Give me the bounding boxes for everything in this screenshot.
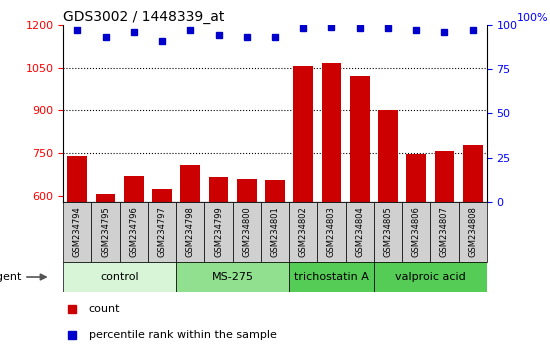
Bar [378,110,398,354]
Bar [63,262,176,292]
Text: GSM234808: GSM234808 [468,207,477,257]
Bar [289,202,317,262]
Bar [180,165,200,354]
Text: GSM234801: GSM234801 [271,207,279,257]
Bar [317,202,345,262]
Text: GSM234803: GSM234803 [327,207,336,257]
Bar [463,145,482,354]
Bar [345,202,374,262]
Bar [374,202,402,262]
Text: GSM234805: GSM234805 [383,207,393,257]
Text: GSM234800: GSM234800 [242,207,251,257]
Text: GSM234798: GSM234798 [186,207,195,257]
Bar [205,202,233,262]
Bar [120,202,148,262]
Text: GSM234802: GSM234802 [299,207,308,257]
Bar [459,202,487,262]
Text: GSM234795: GSM234795 [101,207,110,257]
Text: GSM234807: GSM234807 [440,207,449,257]
Bar [402,202,430,262]
Bar [91,202,120,262]
Bar [176,262,289,292]
Bar [237,179,257,354]
Bar [374,262,487,292]
Text: control: control [101,272,139,282]
Text: MS-275: MS-275 [212,272,254,282]
Text: GSM234799: GSM234799 [214,207,223,257]
Text: 100%: 100% [516,13,548,23]
Bar [350,76,370,354]
Bar [124,176,144,354]
Text: trichostatin A: trichostatin A [294,272,369,282]
Text: count: count [89,304,120,314]
Bar [265,179,285,354]
Bar [208,177,228,354]
Text: GSM234804: GSM234804 [355,207,364,257]
Bar [406,154,426,354]
Text: valproic acid: valproic acid [395,272,466,282]
Bar [261,202,289,262]
Text: GSM234797: GSM234797 [157,207,167,257]
Text: GSM234796: GSM234796 [129,207,139,257]
Text: GDS3002 / 1448339_at: GDS3002 / 1448339_at [63,10,224,24]
Text: percentile rank within the sample: percentile rank within the sample [89,330,277,341]
Bar [63,202,91,262]
Bar [148,202,176,262]
Bar [152,189,172,354]
Bar [68,156,87,354]
Text: GSM234794: GSM234794 [73,207,82,257]
Bar [233,202,261,262]
Bar [322,63,342,354]
Text: GSM234806: GSM234806 [411,207,421,257]
Bar [430,202,459,262]
Bar [293,66,313,354]
Bar [434,151,454,354]
Bar [96,194,115,354]
Text: agent: agent [0,272,22,282]
Bar [176,202,205,262]
Bar [289,262,374,292]
